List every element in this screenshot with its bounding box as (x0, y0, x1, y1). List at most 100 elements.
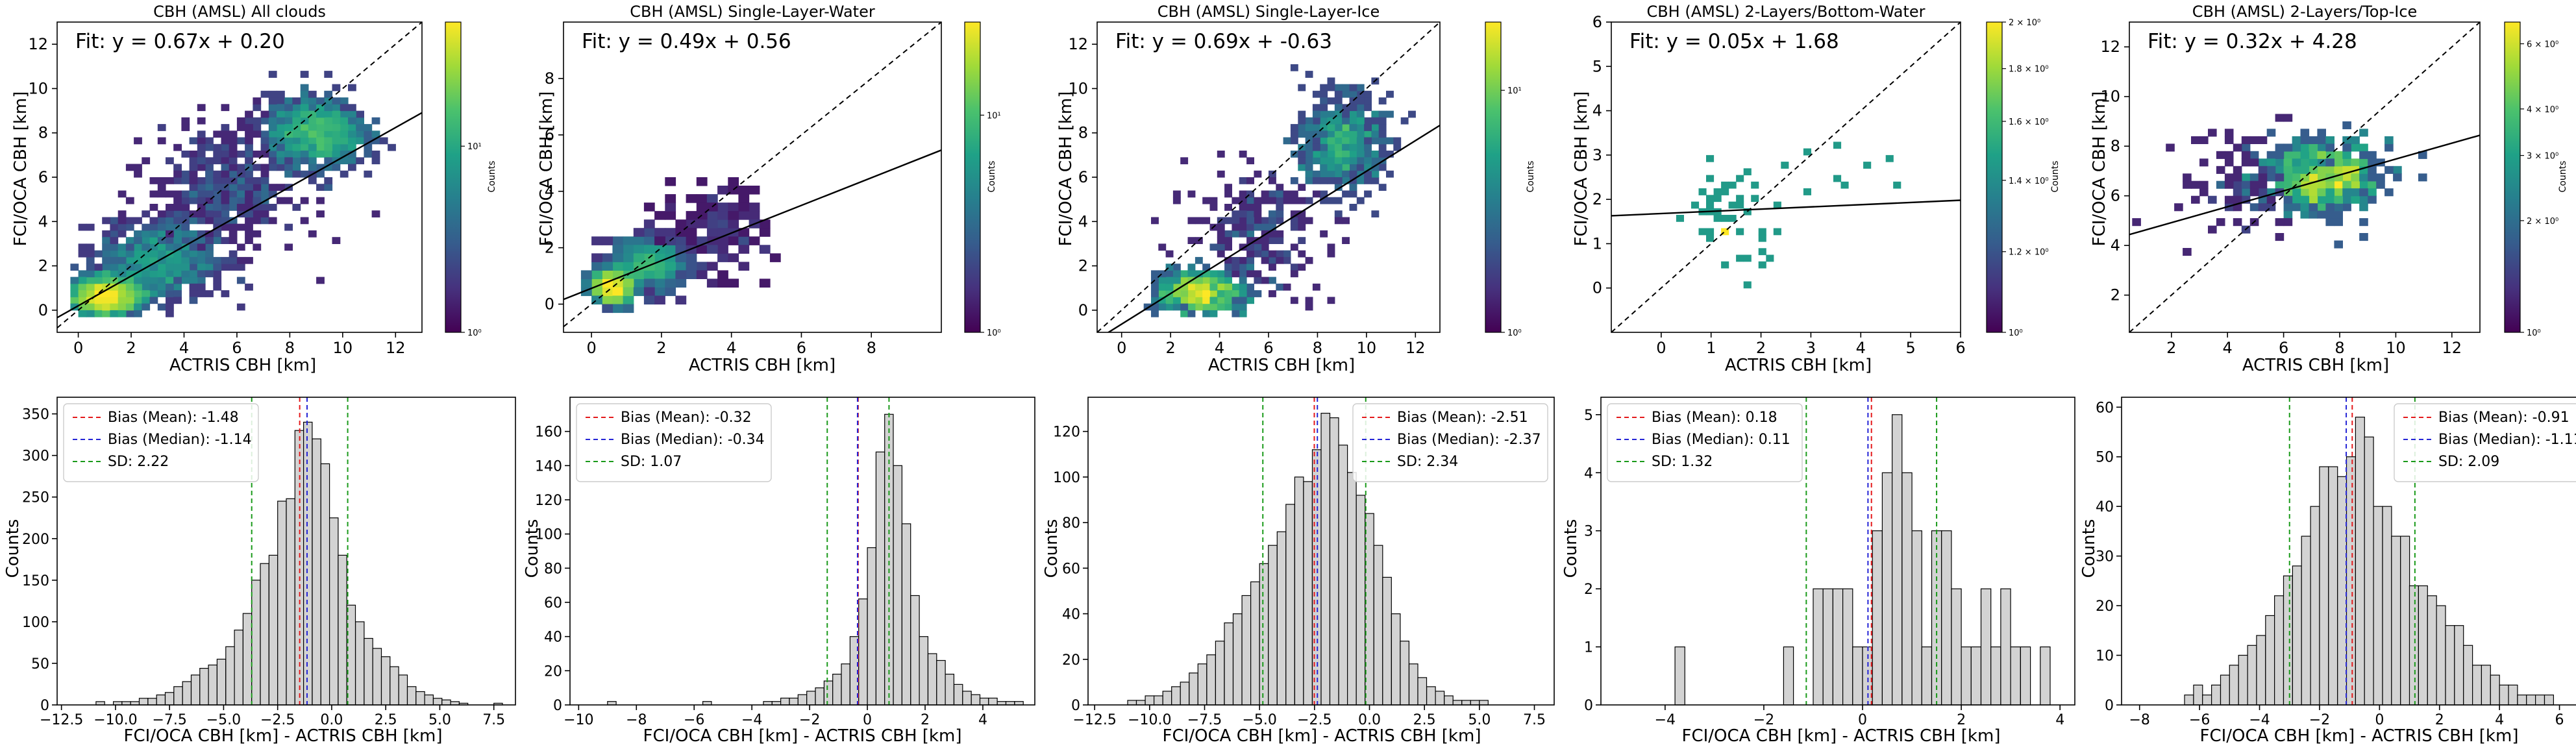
heatmap-cell (102, 290, 110, 297)
heatmap-cell (1305, 124, 1313, 131)
heatmap-cell (125, 297, 134, 304)
heatmap-cell (1386, 151, 1394, 158)
heatmap-cell (1334, 137, 1343, 145)
heatmap-cell (142, 243, 151, 251)
heatmap-cell (1334, 177, 1343, 184)
heatmap-cell (284, 223, 293, 231)
heatmap-cell (1356, 124, 1365, 131)
heatmap-cell (213, 277, 222, 284)
heatmap-cell (1371, 210, 1380, 217)
heatmap-cell (173, 283, 182, 291)
heatmap-cell (1283, 197, 1291, 204)
heatmap-cell (1364, 143, 1372, 151)
heatmap-cell (1356, 137, 1365, 145)
heatmap-cell (110, 310, 119, 317)
x-tick-label: −2 (1753, 712, 1774, 728)
heatmap-cell (364, 143, 373, 151)
heatmap-cell (1224, 230, 1232, 238)
heatmap-cell (86, 290, 95, 297)
heatmap-cell (2342, 195, 2351, 204)
heatmap-cell (324, 104, 333, 112)
axes-frame (2129, 21, 2481, 333)
histogram-bar (910, 595, 920, 706)
histogram-bar (789, 697, 799, 706)
heatmap-cell (324, 137, 333, 145)
x-tick-label: −6 (2189, 712, 2210, 728)
heatmap-cell (1305, 157, 1313, 165)
heatmap-cell (1371, 170, 1380, 178)
heatmap-cell (2258, 188, 2268, 197)
histogram-bar (1813, 588, 1824, 706)
heatmap-cell (1371, 151, 1380, 158)
histogram-bar (1382, 576, 1392, 706)
heatmap-cell (2216, 218, 2225, 227)
heatmap-cell (284, 164, 293, 171)
heatmap-cell (189, 137, 198, 145)
x-tick-label: 0 (1858, 712, 1867, 728)
heatmap-cell (2317, 195, 2326, 204)
heatmap-cell (316, 97, 325, 105)
heatmap-cell (356, 110, 364, 118)
heatmap-cell (149, 230, 158, 238)
heatmap-cell (245, 184, 253, 191)
colorbar (964, 21, 981, 333)
heatmap-cell (253, 230, 262, 238)
heatmap-cell (643, 236, 655, 245)
heatmap-cell (102, 237, 110, 244)
histogram-bar (1842, 588, 1853, 706)
heatmap-cell (78, 283, 87, 291)
heatmap-cell (1269, 230, 1276, 238)
heatmap-cell (1232, 217, 1240, 225)
y-tick-label: 300 (22, 449, 49, 465)
heatmap-cell (205, 184, 214, 191)
histogram-bar (2454, 625, 2464, 706)
heatmap-cell (1312, 117, 1320, 125)
heatmap-cell (340, 151, 349, 158)
heatmap-cell (1334, 143, 1343, 151)
histogram-bar (173, 686, 183, 706)
heatmap-cell (1232, 283, 1240, 291)
heatmap-cell (696, 270, 708, 279)
heatmap-cell (1305, 117, 1313, 125)
heatmap-cell (1349, 124, 1357, 131)
heatmap-cell (173, 204, 182, 211)
heatmap-cell (1283, 283, 1291, 291)
histogram-bars (1127, 412, 1489, 706)
heatmap-cell (623, 236, 634, 245)
heatmap-cell (229, 204, 238, 211)
x-tick-label: 4 (1856, 339, 1866, 357)
heatmap-cell (2300, 195, 2310, 204)
histogram-bar (234, 630, 244, 706)
heatmap-cell (717, 245, 728, 254)
heatmap-cell (1232, 197, 1240, 204)
heatmap-cell (1371, 157, 1380, 165)
heatmap-cell (1312, 151, 1320, 158)
heatmap-cell (2224, 151, 2234, 159)
heatmap-cell (2376, 180, 2385, 189)
heatmap-cell (292, 110, 301, 118)
histogram-bar (2220, 674, 2230, 706)
heatmap-cell (236, 303, 245, 311)
top-xlabel-3: ACTRIS CBH [km] (1208, 356, 1355, 375)
heatmap-cell (245, 170, 253, 178)
heatmap-cell (1371, 130, 1380, 138)
histogram-bar (2020, 646, 2031, 706)
histogram-bar (1250, 581, 1260, 706)
heatmap-cell (173, 170, 182, 178)
heatmap-cell (623, 278, 634, 288)
colorbar-tick-label: 2 × 10⁰ (2527, 217, 2558, 227)
heatmap-cell (253, 117, 262, 125)
heatmap-cell (134, 270, 142, 278)
heatmap-cell (1158, 243, 1167, 251)
heatmap-cell (1298, 164, 1306, 171)
heatmap-cell (134, 264, 142, 271)
y-tick-label: 40 (544, 630, 562, 646)
heatmap-cell (166, 210, 174, 217)
heatmap-cell (1187, 237, 1196, 244)
heatmap-cell (1320, 170, 1328, 178)
heatmap-cell (118, 217, 127, 225)
heatmap-cell (284, 143, 293, 151)
heatmap-cell (728, 278, 739, 288)
heatmap-cell (738, 211, 750, 220)
